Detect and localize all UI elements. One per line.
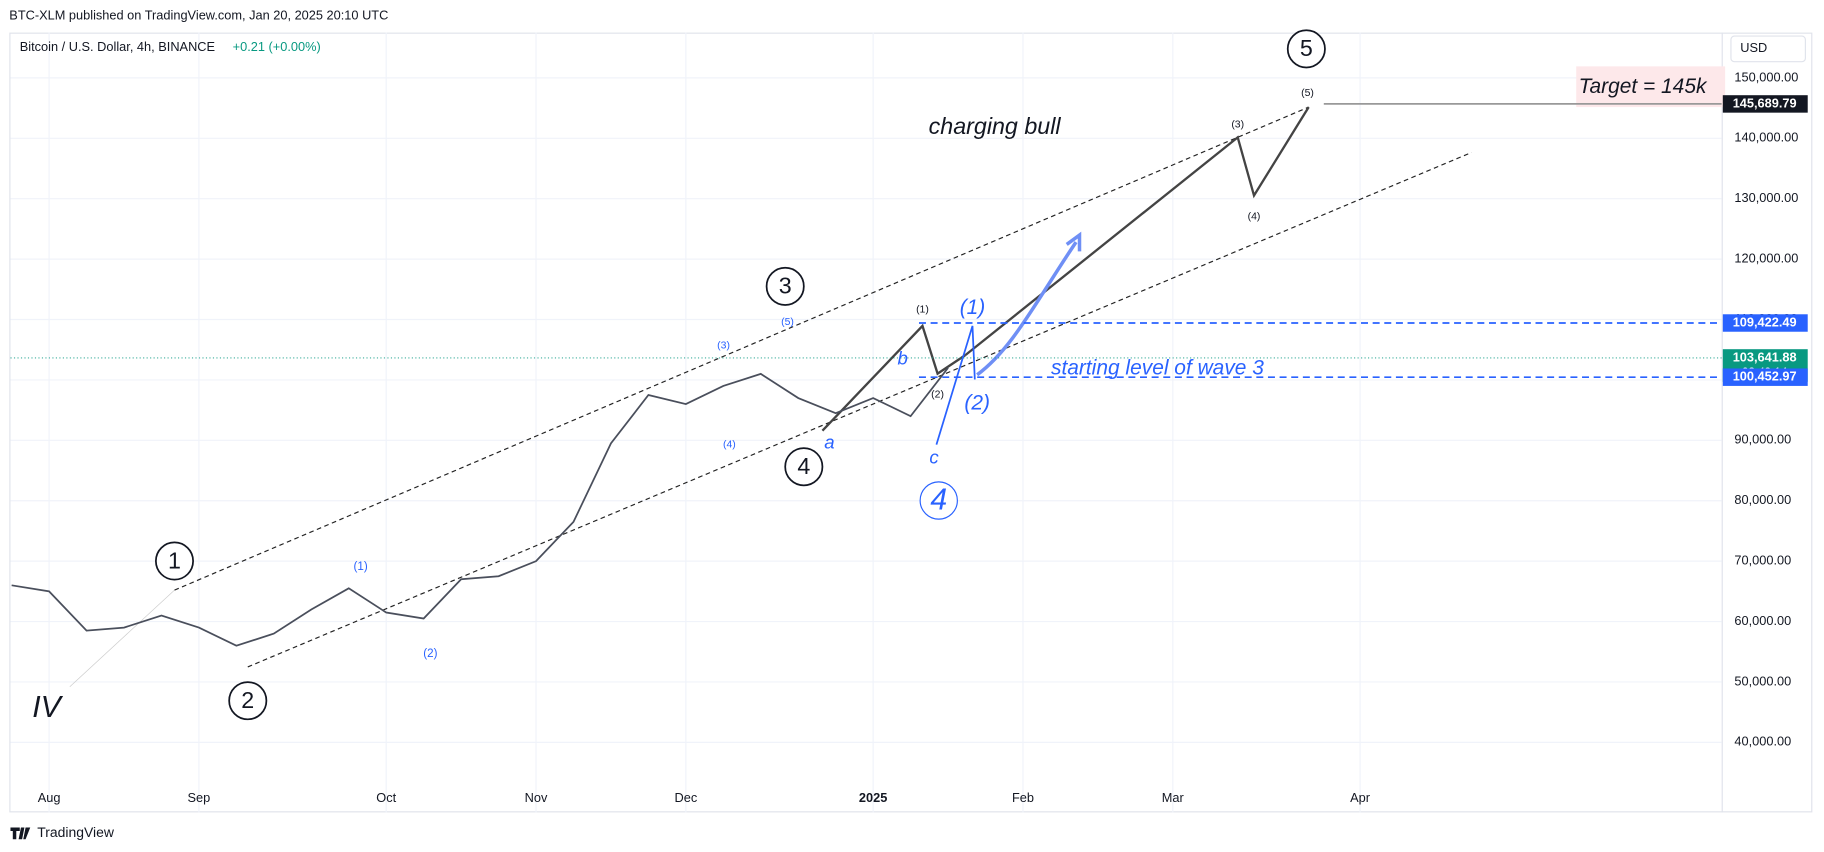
wave-label: a [824, 431, 834, 452]
target-box [1576, 66, 1726, 108]
wave-label: 3 [779, 273, 792, 299]
logo [10, 827, 31, 840]
arrow [976, 241, 1078, 377]
y-tick-label: 150,000.00 [1734, 69, 1798, 84]
price-tag-label: 100,452.97 [1733, 369, 1797, 384]
wave-label: Target = 145k [1579, 75, 1708, 98]
drawings [69, 66, 1726, 687]
wave-label: (4) [723, 439, 736, 450]
channel-lower [247, 151, 1472, 668]
wave-label: (3) [717, 340, 730, 351]
y-tick-label: 90,000.00 [1734, 432, 1791, 447]
symbol: Bitcoin / U.S. Dollar, 4h, BINANCE [20, 39, 215, 54]
channel-upper [174, 106, 1309, 591]
wave-label: 1 [168, 547, 181, 573]
y-tick-label: 70,000.00 [1734, 553, 1791, 568]
wave-label: (3) [1231, 119, 1244, 130]
footer: TradingView [10, 824, 115, 840]
change: +0.21 (+0.00%) [233, 39, 321, 54]
y-tick-label: 120,000.00 [1734, 250, 1798, 265]
wave-label: starting level of wave 3 [1051, 356, 1264, 379]
price-tag-label: 145,689.79 [1733, 95, 1797, 110]
wave-label: 4 [930, 484, 947, 517]
wave-label: c [929, 447, 939, 468]
x-tick-label: Feb [1012, 790, 1034, 805]
y-tick-label: 40,000.00 [1734, 734, 1791, 749]
y-tick-label: 140,000.00 [1734, 130, 1798, 145]
y-tick-label: 80,000.00 [1734, 492, 1791, 507]
projection-path [821, 323, 967, 432]
x-tick-label: Mar [1162, 790, 1185, 805]
wave-circle [765, 266, 805, 306]
wave-circle [1286, 29, 1326, 69]
wave-label: 2 [241, 687, 254, 713]
currency-frame [1730, 35, 1806, 63]
publisher: BTC-XLM published on TradingView.com, Ja… [9, 8, 388, 23]
plot: 5 (5) (3) (4) charging bull Target = 145k 3 (5)… [10, 29, 1722, 724]
wave-label: (2) [964, 391, 990, 414]
x-tick-label: Apr [1350, 790, 1371, 805]
wave-circle [228, 681, 268, 721]
chart-frame [9, 32, 1813, 813]
wave-label: (2) [931, 389, 944, 400]
y-tick-label: 130,000.00 [1734, 190, 1798, 205]
wave-circle [784, 447, 824, 487]
currency: USD [1740, 40, 1767, 55]
x-tick-label: Oct [376, 790, 396, 805]
wave-path [935, 325, 976, 445]
wave-label: IV [32, 691, 63, 724]
y-tick-label: 50,000.00 [1734, 673, 1791, 688]
currency-box: USD [1730, 35, 1806, 63]
x-tick-label: Sep [188, 790, 211, 805]
arrow-head [1065, 231, 1082, 252]
wave-circle [919, 481, 958, 520]
wave-label: (5) [1301, 88, 1314, 99]
wave-circle [155, 541, 194, 581]
wave-label: (4) [1248, 211, 1261, 222]
wave-label: 5 [1300, 35, 1313, 61]
grid [10, 32, 1722, 813]
x-tick-label: Dec [674, 790, 697, 805]
guide [69, 589, 175, 687]
price-tag [1722, 368, 1808, 386]
brand: TradingView [37, 824, 115, 840]
x-tick-label: 2025 [859, 790, 887, 805]
wave-label: charging bull [929, 113, 1062, 139]
wave-label: (1) [354, 560, 368, 573]
price-tag-label: 109,422.49 [1733, 314, 1797, 329]
wave-label: (2) [423, 647, 437, 660]
x-tick-label: Aug [38, 790, 61, 805]
projection-path [964, 106, 1310, 356]
price-tag [1722, 314, 1808, 332]
wave-label: 4 [797, 453, 810, 479]
price-tag [1722, 95, 1808, 113]
y-tick-label: 60,000.00 [1734, 613, 1791, 628]
x-tick-label: Nov [525, 790, 548, 805]
price-line [11, 367, 949, 647]
price-tag-label: 103,641.88 [1733, 349, 1797, 364]
wave-label: (1) [960, 296, 986, 319]
wave-label: b [898, 348, 908, 369]
wave-label: (1) [916, 304, 929, 315]
wave-label: (5) [781, 317, 794, 328]
